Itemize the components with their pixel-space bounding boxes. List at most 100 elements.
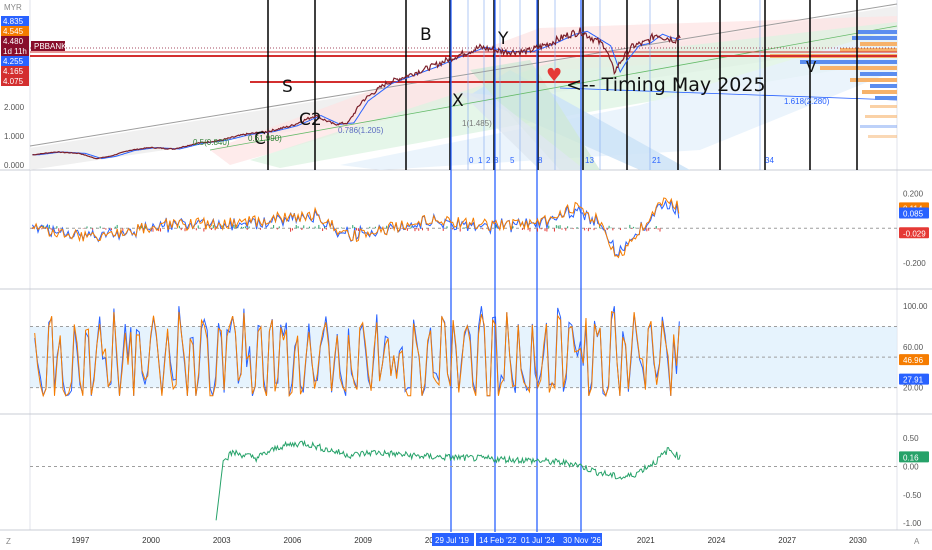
time-fib-label: 34: [765, 156, 774, 165]
indicator-value-badge: [899, 207, 929, 219]
price-level-label: 4.075: [3, 77, 24, 86]
pitchfork-channels: [29, 3, 898, 170]
wave-label-b: B: [420, 25, 432, 45]
indicator-value-label: 0.085: [903, 209, 924, 218]
time-fib-label: 5: [510, 156, 515, 165]
price-level-label: 4.835: [3, 17, 24, 26]
wave-label-x: X: [452, 91, 464, 111]
price-level-badge: [1, 36, 29, 46]
correlation-line: [215, 439, 681, 521]
indicator-value-badge: [899, 373, 929, 385]
price-level-badge: [1, 26, 29, 36]
momentum-axis-tick: 0.200: [903, 189, 924, 198]
time-fib-label: 0: [469, 156, 474, 165]
momentum-axis-tick: -0.200: [903, 259, 926, 268]
time-fib-label: 8: [538, 156, 543, 165]
time-fib-label: 13: [585, 156, 594, 165]
correlation-axis-tick: -0.50: [903, 491, 922, 500]
stochastic-axis-tick: 60.00: [903, 343, 924, 352]
indicator-value-badge: [899, 227, 929, 239]
price-panel: [32, 27, 681, 160]
stochastic-axis-tick: 100.00: [903, 302, 928, 311]
indicator-value-label: 46.96: [903, 356, 924, 365]
wave-label-s: S: [282, 77, 293, 97]
stochastic-panel: [34, 306, 680, 398]
time-axis-tick: 2000: [142, 536, 160, 545]
time-axis-tick: 2024: [708, 536, 726, 545]
time-fib-label: 2: [486, 156, 491, 165]
fib-level-label: 0.786(1.205): [338, 126, 384, 135]
correlation-axis-tick: -1.00: [903, 519, 922, 528]
momentum-main-line: [32, 197, 680, 259]
date-marker-badge: [518, 533, 560, 546]
symbol-tag[interactable]: PBBANK: [31, 41, 67, 51]
correlation-panel: [30, 439, 897, 521]
green-channel: [250, 22, 897, 168]
x-axis-labels: 1997200020032006200920122015201820212024…: [71, 533, 867, 546]
date-marker-label: 29 Jul '19: [435, 536, 470, 545]
date-marker-badge: [560, 533, 602, 546]
auto-scale-toggle[interactable]: A: [914, 537, 920, 546]
time-axis-tick: 1997: [71, 536, 89, 545]
time-fan-band-3: [460, 92, 585, 170]
wave-label-c2: C2: [299, 110, 322, 130]
timezone-toggle[interactable]: Z: [6, 537, 11, 546]
indicator-value-label: 27.91: [903, 376, 924, 385]
price-level-badge: [1, 66, 29, 76]
fib-level-label: 1.618(2.280): [784, 97, 830, 106]
date-marker-badge: [432, 533, 474, 546]
date-marker-label: 30 Nov '26: [563, 536, 602, 545]
time-axis-tick: 2009: [354, 536, 372, 545]
channel-blue-line: [559, 87, 898, 101]
price-axis-tick: 1.000: [4, 132, 25, 141]
momentum-panel: [30, 197, 897, 259]
price-level-badge: [1, 46, 29, 56]
channel-mid-line: [209, 25, 898, 151]
price-moving-average-line: [32, 30, 681, 160]
fib-level-label: 1(1.485): [462, 119, 492, 128]
time-axis-tick: 2027: [778, 536, 796, 545]
time-axis-tick: 2021: [637, 536, 655, 545]
wave-label-c: C: [254, 129, 266, 149]
time-cycle-lines: [267, 0, 858, 532]
price-badges: 0.1140.085-0.02946.9627.910.164.8354.545…: [1, 16, 929, 463]
time-fib-label: 1: [478, 156, 483, 165]
stochastic-k-line: [34, 310, 680, 398]
price-level-badge: [1, 76, 29, 86]
indicator-value-label: 0.16: [903, 453, 919, 462]
indicator-value-badge: [899, 451, 929, 463]
price-level-label: 1d 11h: [3, 47, 27, 56]
symbol-label: PBBANK: [34, 42, 67, 51]
correlation-axis-tick: 0.00: [903, 463, 919, 472]
fib-level-label: 0.5(0.840): [193, 138, 230, 147]
heart-icon: ♥: [546, 65, 562, 86]
price-level-badge: [1, 16, 29, 26]
date-marker-label: 14 Feb '22: [479, 536, 517, 545]
fib-level-label: 0.61.990): [248, 134, 282, 143]
time-fib-label: 21: [652, 156, 661, 165]
correlation-axis-tick: 0.50: [903, 434, 919, 443]
date-marker-badge: [476, 533, 518, 546]
time-fib-label: 3: [494, 156, 499, 165]
price-series-line: [32, 27, 681, 160]
price-level-label: 4.255: [3, 57, 24, 66]
time-axis-tick: 2003: [213, 536, 231, 545]
channel-top-line: [29, 3, 898, 147]
time-axis-tick: 2006: [284, 536, 302, 545]
price-level-label: 4.480: [3, 37, 24, 46]
annotations: B Y S X C2 C 0.5(0.840) 0.786(1.205) 1(1.485) 1.6…: [193, 25, 830, 165]
price-level-label: 4.545: [3, 27, 24, 36]
symbol-tag-bg: [31, 41, 65, 51]
y-axis-labels: 0.0001.0002.0003.0000.200-0.200100.0060.…: [4, 74, 928, 528]
cycle-marker-icon: V: [806, 58, 817, 76]
date-marker-label: 01 Jul '24: [521, 536, 556, 545]
price-level-badge: [1, 56, 29, 66]
stochastic-band: [30, 326, 897, 389]
indicator-value-label: -0.029: [903, 229, 926, 238]
time-fan-band-2: [470, 60, 600, 170]
time-axis-tick: 2030: [849, 536, 867, 545]
timing-annotation: <-- Timing May 2025: [566, 74, 766, 96]
price-axis-tick: 0.000: [4, 161, 25, 170]
currency-label: MYR: [4, 3, 22, 12]
